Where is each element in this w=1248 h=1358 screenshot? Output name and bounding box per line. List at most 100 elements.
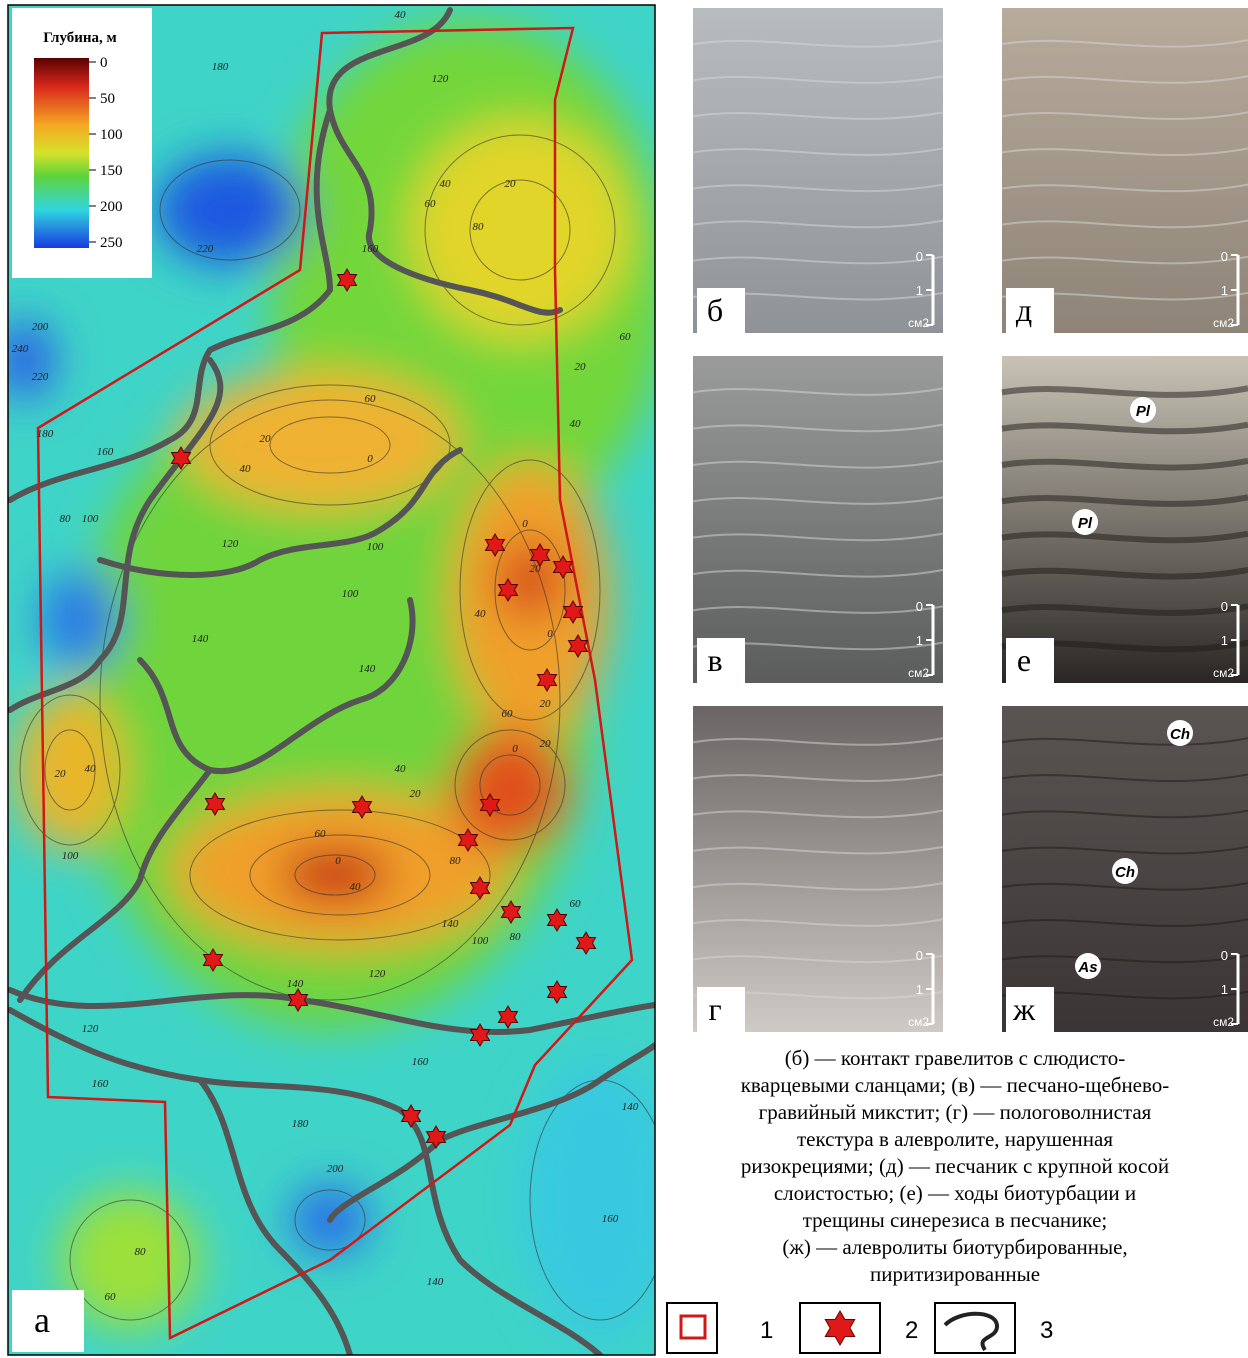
scale-unit: см2 [1213, 1015, 1234, 1029]
contour-label: 40 [350, 881, 362, 893]
contour-label: 200 [32, 321, 49, 333]
contour-label: 60 [620, 331, 632, 343]
figure: 1802201204020406080160200240220180160100… [0, 0, 1248, 1358]
photo-label: б [707, 292, 723, 328]
contour-label: 60 [365, 393, 377, 405]
caption-line: текстура в алевролите, нарушенная [797, 1127, 1113, 1151]
legend-title: Глубина, м [43, 30, 117, 46]
contour-label: 60 [425, 198, 437, 210]
scale-unit: см2 [908, 666, 929, 680]
caption-line: кварцевыми сланцами; (в) — песчано-щебне… [741, 1073, 1170, 1097]
contour-label: 0 [547, 628, 553, 640]
contour-label: 120 [222, 538, 239, 550]
contour-label: 120 [82, 1023, 99, 1035]
contour-label: 20 [575, 361, 587, 373]
caption-line: слоистостью; (е) — ходы биотурбации и [774, 1181, 1136, 1205]
contour-label: 140 [442, 918, 459, 930]
contour-label: 60 [502, 708, 514, 720]
panel-label: а [34, 1300, 50, 1340]
contour-label: 0 [522, 518, 528, 530]
contour-label: 40 [440, 178, 452, 190]
contour-label: 80 [510, 931, 522, 943]
scale-label: 0 [916, 599, 923, 614]
contour-label: 180 [292, 1118, 309, 1130]
scale-unit: см2 [908, 316, 929, 330]
contour-label: 80 [450, 855, 462, 867]
contour-label: 140 [192, 633, 209, 645]
contour-label: 160 [92, 1078, 109, 1090]
caption-line: пиритизированные [870, 1262, 1040, 1286]
photo-label: г [708, 991, 721, 1027]
color-bar-tick-label: 250 [100, 235, 123, 251]
photo-label: д [1016, 292, 1032, 328]
scale-label: 1 [916, 982, 923, 997]
contour-label: 40 [475, 608, 487, 620]
contour-label: 20 [540, 698, 552, 710]
caption-line: трещины синерезиса в песчанике; [803, 1208, 1107, 1232]
scale-label: 0 [1221, 599, 1228, 614]
symbol-number: 2 [905, 1317, 918, 1344]
trace-label: Ch [1115, 864, 1135, 881]
contour-label: 100 [367, 541, 384, 553]
contour-label: 100 [472, 935, 489, 947]
contour-label: 40 [570, 418, 582, 430]
scale-unit: см2 [1213, 316, 1234, 330]
contour-label: 180 [212, 61, 229, 73]
contour-label: 160 [602, 1213, 619, 1225]
trace-label: Pl [1078, 515, 1093, 532]
photo-label: ж [1012, 991, 1036, 1027]
contour-label: 240 [12, 343, 29, 355]
scale-label: 0 [1221, 249, 1228, 264]
photo-label: е [1017, 642, 1031, 678]
contour-label: 140 [359, 663, 376, 675]
trace-label: As [1077, 959, 1097, 976]
contour-label: 80 [135, 1246, 147, 1258]
contour-label: 200 [327, 1163, 344, 1175]
contour-label: 60 [570, 898, 582, 910]
contour-label: 0 [367, 453, 373, 465]
contour-label: 160 [412, 1056, 429, 1068]
contour-label: 140 [287, 978, 304, 990]
contour-label: 40 [395, 763, 407, 775]
scale-label: 0 [1221, 948, 1228, 963]
contour-label: 140 [622, 1101, 639, 1113]
scale-label: 1 [916, 283, 923, 298]
scale-unit: см2 [908, 1015, 929, 1029]
contour-label: 20 [410, 788, 422, 800]
contour-label: 160 [97, 446, 114, 458]
contour-label: 220 [32, 371, 49, 383]
contour-label: 0 [512, 743, 518, 755]
contour-label: 100 [342, 588, 359, 600]
symbol-number: 3 [1040, 1317, 1053, 1344]
contour-label: 80 [473, 221, 485, 233]
photo-panel: ж01см2ChChAs [1002, 706, 1248, 1032]
photo-panel: б01см2 [693, 8, 943, 333]
contour-label: 180 [37, 428, 54, 440]
scale-label: 1 [1221, 982, 1228, 997]
contour-label: 40 [395, 9, 407, 21]
contour-label: 120 [432, 73, 449, 85]
contour-label: 20 [260, 433, 272, 445]
contour-label: 40 [85, 763, 97, 775]
color-bar-tick-label: 0 [100, 55, 108, 71]
scale-unit: см2 [1213, 666, 1234, 680]
contour-label: 20 [505, 178, 517, 190]
contour-label: 60 [315, 828, 327, 840]
contour-label: 20 [540, 738, 552, 750]
contour-label: 120 [369, 968, 386, 980]
color-bar [34, 58, 89, 248]
depth-legend: Глубина, м 050100150200250 [12, 8, 152, 278]
contour-label: 0 [335, 855, 341, 867]
color-bar-tick-label: 50 [100, 91, 115, 107]
contour-label: 220 [197, 243, 214, 255]
scale-label: 1 [1221, 633, 1228, 648]
caption-line: гравийный микстит; (г) — пологоволнистая [759, 1100, 1152, 1124]
scale-label: 0 [916, 948, 923, 963]
color-bar-tick-label: 100 [100, 127, 123, 143]
contour-label: 140 [427, 1276, 444, 1288]
contour-label: 40 [240, 463, 252, 475]
color-bar-tick-label: 150 [100, 163, 123, 179]
